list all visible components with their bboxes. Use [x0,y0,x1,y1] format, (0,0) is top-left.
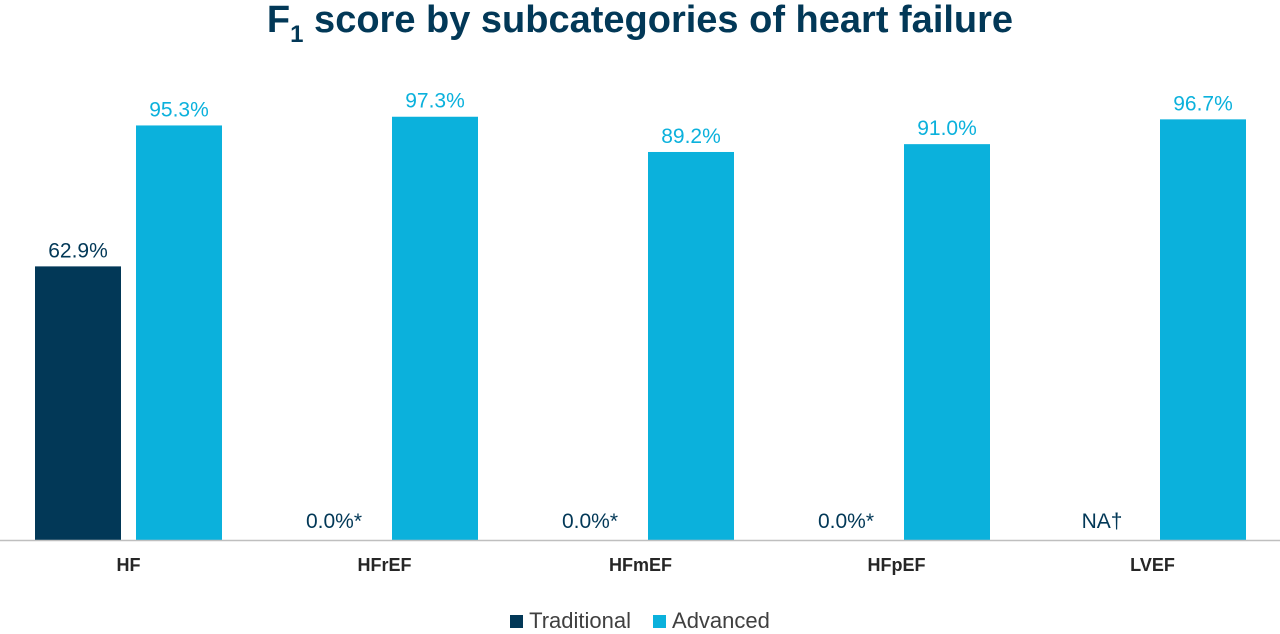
legend-swatch-traditional [510,614,524,628]
legend-swatch-advanced [653,614,667,628]
category-labels-layer: HF HFrEF HFmEF HFpEF LVEF [117,555,1175,575]
bar-advanced-hfref [392,116,478,541]
value-label-traditional-hfmef: 0.0%* [562,510,618,533]
bar-advanced-lvef [1160,119,1246,540]
value-label-traditional-hfref: 0.0%* [306,510,362,533]
category-label-hf: HF [117,555,141,575]
value-label-advanced-hf: 95.3% [149,98,209,121]
chart-title-subscript: 1 [290,21,304,48]
value-label-traditional-lvef: NA† [1082,510,1123,533]
category-label-hfmef: HFmEF [609,555,672,575]
chart-title-main: F [266,0,291,41]
legend-item-advanced: Advanced [653,608,770,634]
legend-label-traditional: Traditional [529,608,632,633]
category-label-lvef: LVEF [1130,555,1175,575]
bar-advanced-hf [136,125,222,540]
chart-title: F1 score by subcategories of heart failu… [0,0,1280,48]
legend-item-traditional: Traditional [510,608,631,634]
bar-traditional-hf [35,266,121,540]
value-label-advanced-hfmef: 89.2% [661,125,721,148]
value-label-advanced-hfref: 97.3% [405,90,465,113]
value-label-advanced-hfpef: 91.0% [917,117,977,140]
category-label-hfref: HFrEF [358,555,412,575]
bar-advanced-hfpef [904,144,990,540]
bar-advanced-hfmef [648,151,734,541]
value-label-advanced-lvef: 96.7% [1173,92,1233,115]
value-label-traditional-hf: 62.9% [48,239,108,262]
category-label-hfpef: HFpEF [868,555,926,575]
chart-title-rest: score by subcategories of heart failure [303,0,1014,41]
legend: Traditional Advanced [0,608,1280,634]
legend-label-advanced: Advanced [672,608,770,633]
value-label-traditional-hfpef: 0.0%* [818,510,874,533]
bars-layer [35,116,1246,541]
value-labels-layer: 62.9% 95.3% 0.0%* 97.3% 0.0%* 89.2% 0.0%* 91.0%… [48,90,1233,533]
bar-chart: 62.9% 95.3% 0.0%* 97.3% 0.0%* 89.2% 0.0%* 91.0%… [0,90,1280,575]
